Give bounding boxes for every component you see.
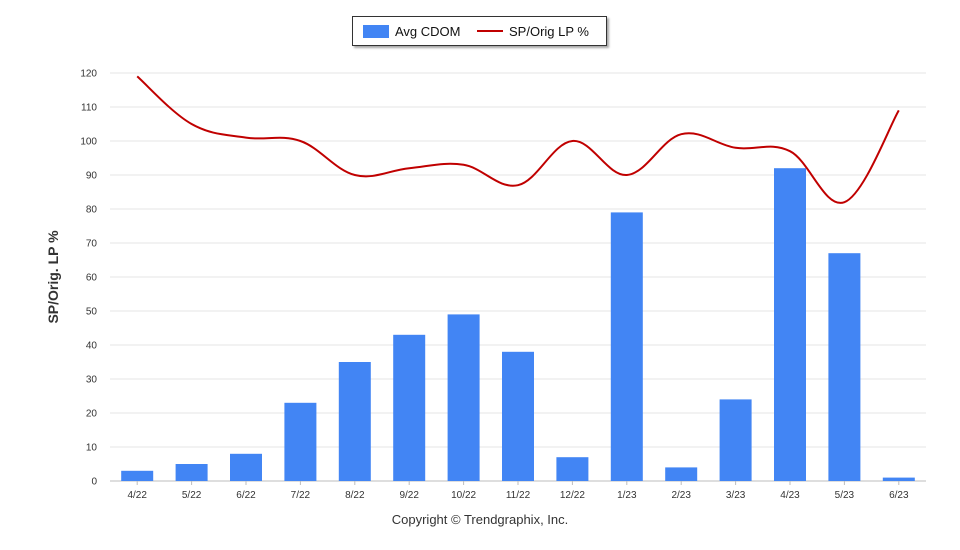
legend-item-avg-cdom[interactable]: Avg CDOM [363, 17, 461, 45]
legend-swatch-line [477, 30, 503, 32]
y-tick-label: 110 [81, 103, 97, 114]
bar-9-22[interactable] [393, 334, 426, 481]
x-tick-label: 1/23 [617, 490, 637, 501]
x-tick-label: 11/22 [506, 490, 531, 501]
y-axis-ticks: 0 10 20 30 40 50 60 70 80 90 100 110 120 [80, 69, 97, 488]
y-tick-label: 30 [86, 375, 98, 386]
legend-swatch-bar [363, 24, 389, 38]
bar-1-23[interactable] [610, 212, 643, 481]
y-tick-label: 40 [86, 341, 98, 352]
y-tick-label: 80 [86, 205, 98, 216]
y-tick-label: 60 [86, 273, 98, 284]
bar-11-22[interactable] [502, 351, 534, 481]
x-tick-label: 9/22 [399, 490, 419, 501]
bar-5-22[interactable] [175, 464, 208, 481]
x-tick-label: 6/23 [889, 490, 909, 501]
x-tick-label: 6/22 [236, 490, 256, 501]
bar-12-22[interactable] [556, 457, 589, 481]
y-tick-label: 50 [86, 307, 98, 318]
bar-8-22[interactable] [338, 362, 371, 481]
x-tick-label: 4/23 [780, 490, 800, 501]
bar-6-22[interactable] [230, 453, 262, 481]
legend-label-avg-cdom: Avg CDOM [395, 23, 461, 39]
copyright-text: Copyright © Trendgraphix, Inc. [391, 512, 569, 527]
bar-10-22[interactable] [447, 314, 480, 481]
line-series-sp-orig-lp [136, 75, 900, 204]
legend-label-sp-orig-lp: SP/Orig LP % [509, 23, 589, 39]
bar-series-avg-cdom [121, 168, 915, 481]
x-tick-label: 12/22 [560, 490, 585, 501]
x-tick-label: 4/22 [127, 490, 147, 501]
bar-3-23[interactable] [719, 399, 752, 481]
x-tick-label: 8/22 [345, 490, 365, 501]
y-tick-label: 120 [80, 69, 97, 80]
y-tick-label: 100 [80, 137, 97, 148]
bar-4-22[interactable] [121, 470, 154, 481]
x-tick-label: 5/22 [182, 490, 202, 501]
bar-6-23[interactable] [882, 477, 915, 481]
legend: Avg CDOM SP/Orig LP % [352, 16, 607, 46]
x-tick-label: 10/22 [451, 490, 476, 501]
y-tick-label: 0 [91, 477, 97, 488]
bar-5-23[interactable] [828, 253, 861, 481]
x-tick-label: 7/22 [291, 490, 311, 501]
x-axis-ticks: 4/22 5/22 6/22 7/22 8/22 9/22 10/22 11/22 12/22 1… [127, 481, 909, 501]
x-tick-label: 5/23 [835, 490, 855, 501]
x-tick-label: 2/23 [671, 490, 691, 501]
x-tick-label: 3/23 [726, 490, 746, 501]
y-tick-label: 70 [86, 239, 98, 250]
y-tick-label: 90 [86, 171, 98, 182]
y-axis-label: SP/Orig. LP % [45, 230, 61, 324]
y-tick-label: 10 [86, 443, 98, 454]
y-tick-label: 20 [86, 409, 98, 420]
bar-4-23[interactable] [774, 168, 806, 481]
bar-7-22[interactable] [284, 402, 317, 481]
bar-2-23[interactable] [665, 467, 698, 481]
legend-item-sp-orig-lp[interactable]: SP/Orig LP % [477, 17, 589, 45]
